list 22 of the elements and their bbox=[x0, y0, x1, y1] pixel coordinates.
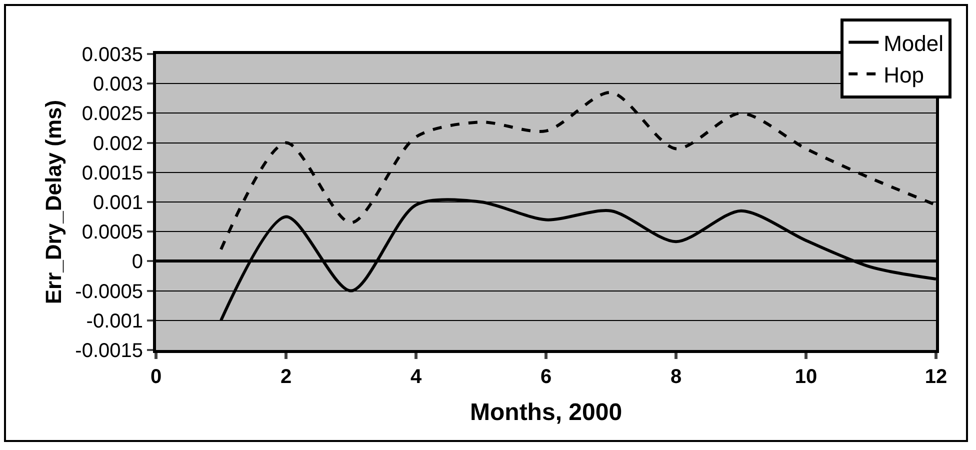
y-tick-label: 0.0025 bbox=[82, 103, 143, 126]
y-axis-title: Err_Dry_Delay (ms) bbox=[40, 100, 66, 304]
y-tick-label: 0.002 bbox=[92, 132, 143, 155]
y-tick-label: -0.0015 bbox=[75, 340, 143, 362]
legend-label: Hop bbox=[884, 62, 924, 88]
x-axis-title: Months, 2000 bbox=[470, 399, 622, 426]
x-tick-label: 2 bbox=[280, 366, 292, 388]
y-tick-label: 0.0015 bbox=[82, 162, 143, 184]
x-tick-label: 8 bbox=[670, 366, 682, 388]
y-tick-label: 0.0035 bbox=[82, 44, 143, 66]
y-tick-label: 0.003 bbox=[92, 74, 143, 96]
x-tick-label: 4 bbox=[410, 366, 422, 388]
x-tick-label: 0 bbox=[150, 366, 162, 388]
y-tick-label: -0.001 bbox=[86, 310, 143, 332]
legend-label: Model bbox=[884, 30, 944, 56]
x-tick-label: 12 bbox=[924, 366, 948, 388]
y-tick-label: 0 bbox=[132, 251, 143, 274]
x-tick-label: 10 bbox=[794, 366, 818, 388]
y-tick-label: -0.0005 bbox=[75, 280, 143, 303]
y-tick-label: 0.001 bbox=[92, 192, 143, 214]
x-tick-label: 6 bbox=[540, 366, 552, 388]
y-tick-label: 0.0005 bbox=[82, 222, 143, 244]
